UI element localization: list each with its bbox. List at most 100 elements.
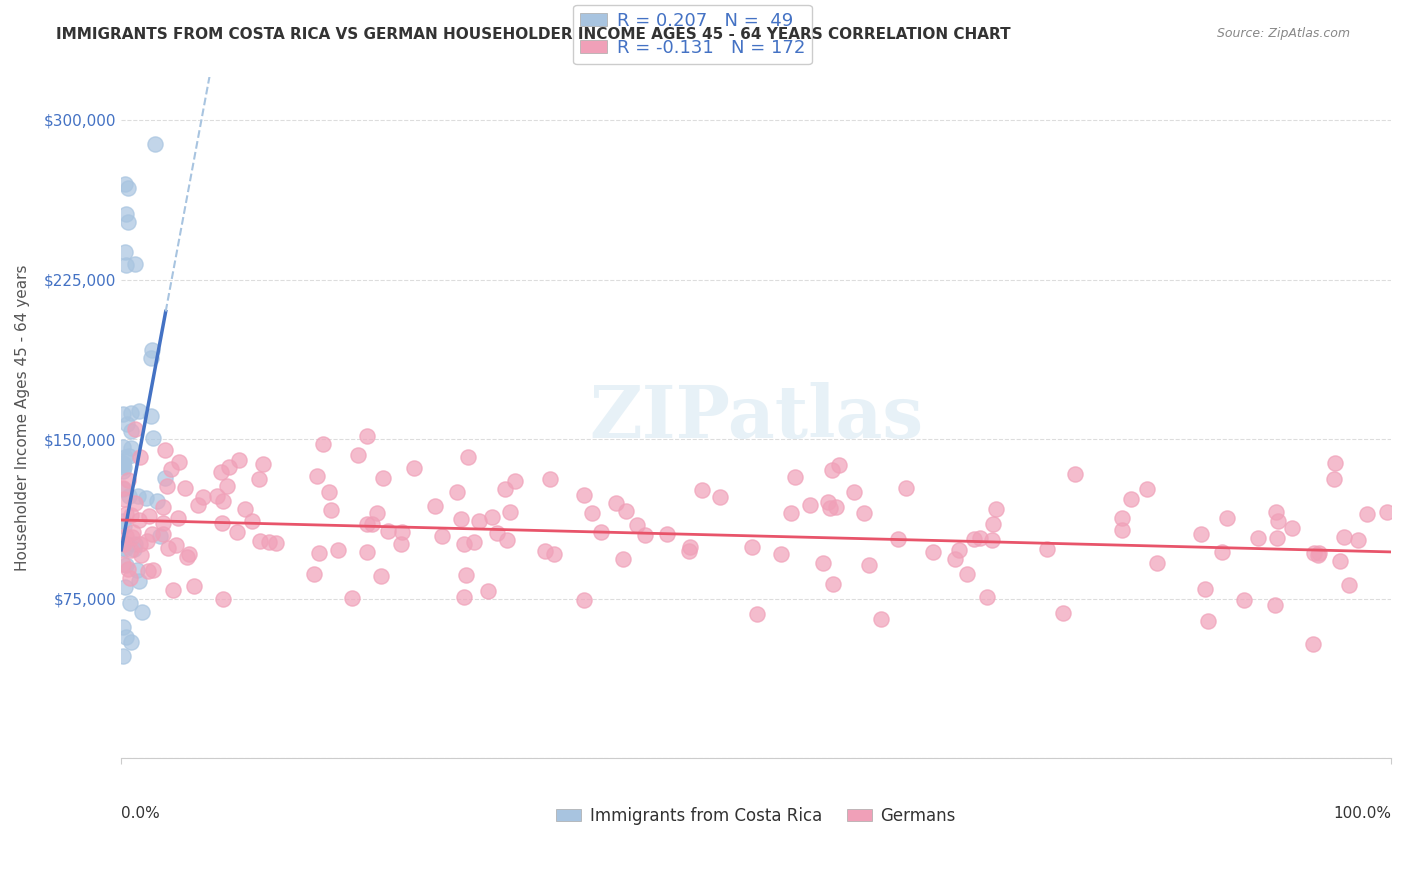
Point [463,535,485,549]
Point [963,532,986,546]
Point [128,450,150,464]
Point [111,541,134,555]
Point [252,457,274,471]
Point [225,524,247,539]
Point [581,506,603,520]
Point [122,542,145,557]
Point [450,511,472,525]
Point [534,543,557,558]
Point [1308,546,1330,560]
Point [120,424,142,438]
Point [128,403,150,417]
Point [114,177,136,191]
Point [842,485,865,500]
Point [1308,548,1330,562]
Text: Source: ZipAtlas.com: Source: ZipAtlas.com [1216,27,1350,40]
Point [1339,578,1361,592]
Point [1329,554,1351,568]
Point [141,526,163,541]
Point [249,534,271,549]
Point [1146,556,1168,570]
Point [112,519,135,533]
Point [612,552,634,566]
Point [111,407,134,421]
Point [120,542,142,557]
Point [112,482,135,496]
Point [657,527,679,541]
Point [120,406,142,420]
Point [240,514,263,528]
Text: 0.0%: 0.0% [121,806,160,821]
Point [626,518,648,533]
Point [614,504,637,518]
Point [943,552,966,566]
Point [115,529,138,543]
Point [308,546,330,560]
Point [318,484,340,499]
Point [207,489,229,503]
Point [1281,520,1303,534]
Point [453,590,475,604]
Text: 100.0%: 100.0% [1333,806,1391,821]
Point [177,548,200,562]
Point [112,456,135,470]
Point [215,479,238,493]
Point [423,499,446,513]
Point [120,508,142,523]
Point [1111,511,1133,525]
Point [1302,637,1324,651]
Point [121,530,143,544]
Point [1324,456,1347,470]
Point [852,506,875,520]
Point [111,620,134,634]
Point [404,461,426,475]
Point [1189,527,1212,541]
Point [114,450,136,464]
Point [112,465,135,479]
Point [481,510,503,524]
Point [152,516,174,530]
Point [247,472,270,486]
Point [111,648,134,663]
Point [111,514,134,528]
Point [115,630,138,644]
Point [894,481,917,495]
Point [136,565,159,579]
Point [114,507,136,521]
Point [141,343,163,358]
Point [391,524,413,539]
Point [980,533,1002,547]
Point [1264,505,1286,519]
Point [212,494,235,508]
Point [141,409,163,423]
Point [356,429,378,443]
Point [591,525,613,540]
Point [1267,514,1289,528]
Point [167,455,190,469]
Point [212,591,235,606]
Point [825,500,848,515]
Point [356,545,378,559]
Point [328,542,350,557]
Point [690,483,713,498]
Point [747,607,769,621]
Point [370,569,392,583]
Point [114,537,136,551]
Point [678,544,700,558]
Point [1333,530,1355,544]
Point [1233,593,1256,607]
Point [1267,532,1289,546]
Point [543,547,565,561]
Legend: Immigrants from Costa Rica, Germans: Immigrants from Costa Rica, Germans [550,800,963,831]
Point [117,417,139,432]
Point [120,634,142,648]
Point [981,516,1004,531]
Point [1036,542,1059,557]
Point [131,605,153,619]
Point [165,538,187,552]
Point [183,579,205,593]
Point [811,556,834,570]
Point [162,582,184,597]
Point [922,545,945,559]
Point [1063,467,1085,482]
